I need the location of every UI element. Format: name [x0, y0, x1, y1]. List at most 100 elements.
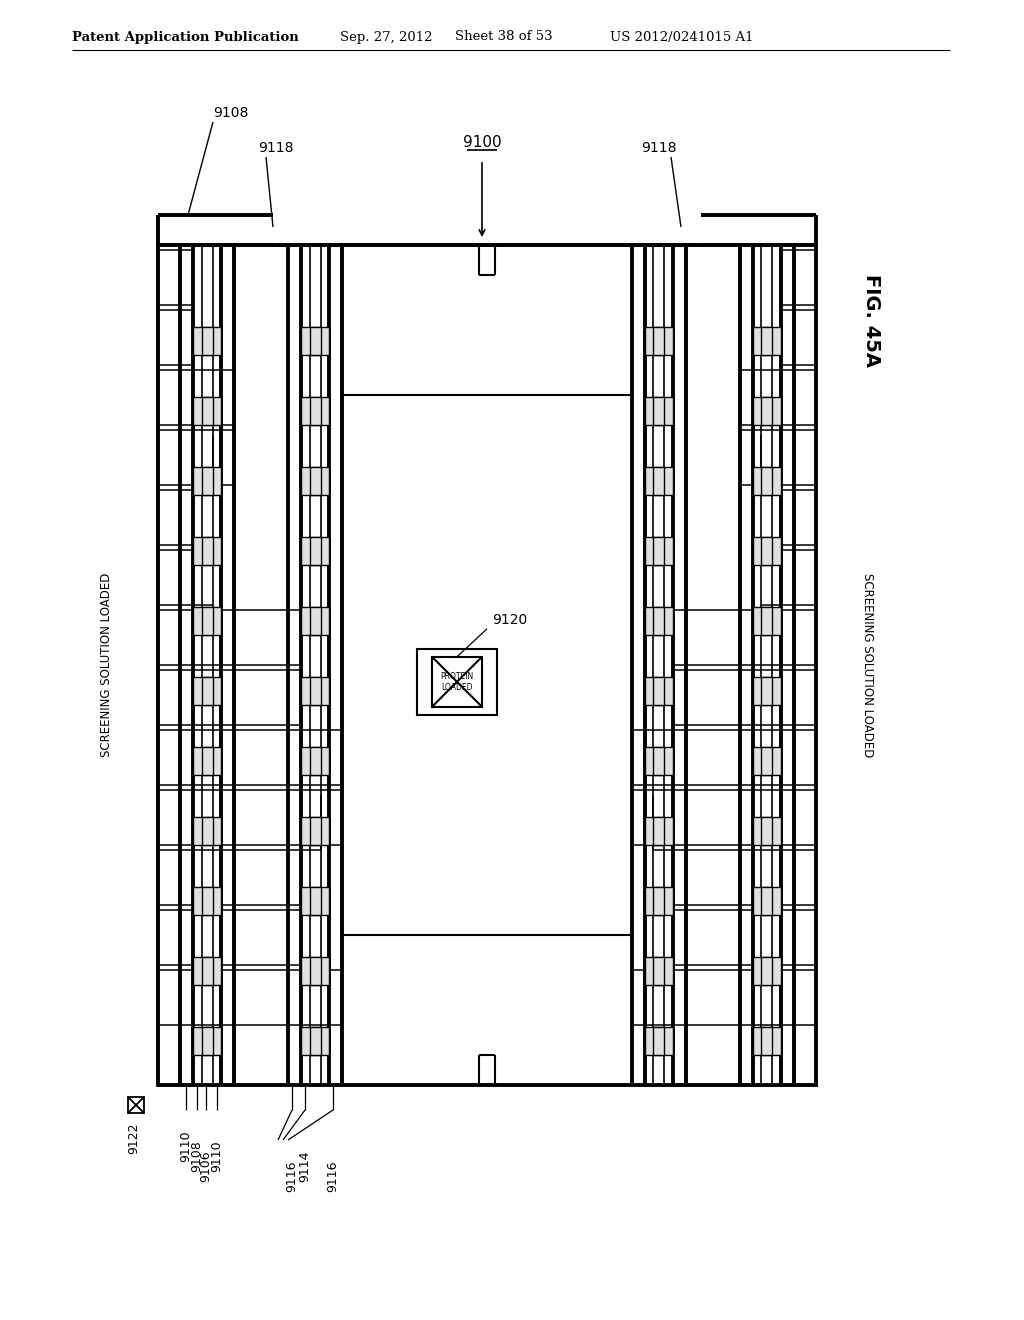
- Text: SCREENING SOLUTION LOADED: SCREENING SOLUTION LOADED: [99, 573, 113, 758]
- Bar: [202, 1027, 213, 1055]
- Text: SCREENING SOLUTION LOADED: SCREENING SOLUTION LOADED: [861, 573, 874, 758]
- Bar: [310, 747, 321, 775]
- Text: 9116: 9116: [286, 1160, 299, 1192]
- Bar: [417, 649, 497, 715]
- Bar: [645, 677, 673, 705]
- Bar: [301, 887, 329, 915]
- Bar: [761, 957, 772, 985]
- Bar: [202, 747, 213, 775]
- Text: 9122: 9122: [128, 1123, 140, 1155]
- Bar: [761, 397, 772, 425]
- Bar: [753, 887, 781, 915]
- Bar: [653, 467, 664, 495]
- Bar: [202, 957, 213, 985]
- Bar: [310, 537, 321, 565]
- Bar: [761, 467, 772, 495]
- Bar: [645, 607, 673, 635]
- Bar: [653, 887, 664, 915]
- Bar: [193, 537, 221, 565]
- Bar: [653, 747, 664, 775]
- Bar: [432, 657, 482, 706]
- Bar: [753, 397, 781, 425]
- Text: 9108: 9108: [213, 106, 249, 120]
- Bar: [761, 327, 772, 355]
- Bar: [301, 747, 329, 775]
- Bar: [301, 677, 329, 705]
- Bar: [653, 1027, 664, 1055]
- Bar: [645, 327, 673, 355]
- Bar: [753, 677, 781, 705]
- Bar: [193, 817, 221, 845]
- Bar: [310, 1027, 321, 1055]
- Text: 9116: 9116: [327, 1160, 340, 1192]
- Bar: [645, 537, 673, 565]
- Bar: [301, 817, 329, 845]
- Bar: [753, 537, 781, 565]
- Bar: [202, 327, 213, 355]
- Bar: [753, 327, 781, 355]
- Bar: [645, 957, 673, 985]
- Bar: [645, 397, 673, 425]
- Bar: [761, 677, 772, 705]
- Bar: [761, 887, 772, 915]
- Bar: [753, 467, 781, 495]
- Bar: [193, 1027, 221, 1055]
- Text: 9100: 9100: [463, 135, 502, 150]
- Text: US 2012/0241015 A1: US 2012/0241015 A1: [610, 30, 754, 44]
- Bar: [653, 817, 664, 845]
- Bar: [653, 327, 664, 355]
- Bar: [310, 887, 321, 915]
- Bar: [645, 817, 673, 845]
- Text: 9106: 9106: [200, 1150, 213, 1181]
- Bar: [301, 1027, 329, 1055]
- Bar: [301, 397, 329, 425]
- Bar: [301, 467, 329, 495]
- Text: 9114: 9114: [299, 1150, 311, 1181]
- Bar: [310, 397, 321, 425]
- Bar: [193, 467, 221, 495]
- Bar: [301, 607, 329, 635]
- Bar: [202, 467, 213, 495]
- Bar: [753, 1027, 781, 1055]
- Bar: [761, 817, 772, 845]
- Bar: [202, 817, 213, 845]
- Bar: [193, 327, 221, 355]
- Bar: [761, 607, 772, 635]
- Bar: [310, 677, 321, 705]
- Bar: [653, 397, 664, 425]
- Bar: [301, 327, 329, 355]
- Bar: [128, 1097, 144, 1113]
- Bar: [301, 957, 329, 985]
- Bar: [202, 537, 213, 565]
- Bar: [653, 537, 664, 565]
- Bar: [193, 607, 221, 635]
- Bar: [193, 957, 221, 985]
- Bar: [202, 397, 213, 425]
- Bar: [310, 957, 321, 985]
- Bar: [645, 467, 673, 495]
- Text: PROTEIN
LOADED: PROTEIN LOADED: [440, 672, 474, 692]
- Bar: [653, 957, 664, 985]
- Bar: [193, 747, 221, 775]
- Text: 9110: 9110: [179, 1130, 193, 1162]
- Bar: [761, 537, 772, 565]
- Bar: [753, 957, 781, 985]
- Bar: [342, 395, 632, 935]
- Text: Sheet 38 of 53: Sheet 38 of 53: [455, 30, 553, 44]
- Bar: [202, 887, 213, 915]
- Bar: [301, 537, 329, 565]
- Text: Patent Application Publication: Patent Application Publication: [72, 30, 299, 44]
- Bar: [753, 747, 781, 775]
- Bar: [653, 677, 664, 705]
- Text: Sep. 27, 2012: Sep. 27, 2012: [340, 30, 432, 44]
- Bar: [753, 607, 781, 635]
- Bar: [310, 817, 321, 845]
- Bar: [310, 467, 321, 495]
- Bar: [193, 887, 221, 915]
- Text: 9110: 9110: [211, 1140, 223, 1172]
- Text: 9120: 9120: [492, 612, 527, 627]
- Bar: [310, 327, 321, 355]
- Text: 9118: 9118: [258, 141, 294, 154]
- Bar: [202, 607, 213, 635]
- Bar: [645, 1027, 673, 1055]
